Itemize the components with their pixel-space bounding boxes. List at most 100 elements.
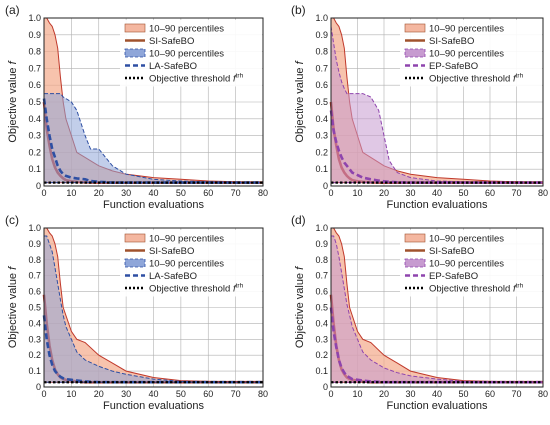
y-axis-label-symbol: f	[7, 60, 19, 64]
x-tick-label: 60	[203, 389, 213, 399]
y-tick-label: 0.3	[315, 334, 328, 344]
y-tick-label: 0.4	[28, 318, 41, 328]
y-tick-label: 0.4	[315, 114, 328, 124]
x-tick-label: 30	[121, 188, 131, 198]
legend-label: 10–90 percentiles	[149, 234, 224, 245]
y-tick-label: 0.8	[28, 255, 41, 265]
x-tick-label: 80	[258, 389, 268, 399]
x-tick-label: 60	[485, 389, 495, 399]
y-tick-label: 0.2	[315, 350, 328, 360]
x-tick-label: 20	[379, 389, 389, 399]
y-tick-label: 1.0	[28, 223, 41, 233]
legend-swatch-second-band	[404, 48, 426, 58]
legend-label: Objective threshold ftrh	[429, 73, 524, 85]
y-tick-label: 0.1	[28, 164, 41, 174]
x-tick-label: 70	[231, 389, 241, 399]
y-tick-label: 0.5	[28, 303, 41, 313]
legend-label: EP-SafeBO	[429, 271, 478, 282]
legend-swatch-second-band	[124, 258, 146, 268]
y-tick-label: 0.2	[28, 147, 41, 157]
plot-frame	[43, 17, 264, 187]
legend-label: 10–90 percentiles	[429, 49, 504, 60]
y-tick-label: 1.0	[315, 13, 328, 23]
y-tick-label: 0.3	[28, 334, 41, 344]
y-tick-label: 0.9	[28, 239, 41, 249]
y-tick-label: 0.4	[315, 318, 328, 328]
y-tick-label: 0.6	[28, 287, 41, 297]
y-tick-label: 0.8	[315, 47, 328, 57]
y-axis-label: Objective value f	[294, 60, 306, 142]
x-axis-label: Function evaluations	[103, 400, 204, 412]
x-tick-label: 80	[538, 389, 548, 399]
legend-swatch-second-band	[124, 48, 146, 58]
y-tick-label: 1.0	[28, 13, 41, 23]
x-tick-label: 30	[121, 389, 131, 399]
y-tick-label: 0.5	[315, 97, 328, 107]
legend-label: 10–90 percentiles	[429, 259, 504, 270]
legend-label: 10–90 percentiles	[429, 24, 504, 35]
x-tick-label: 50	[458, 389, 468, 399]
x-tick-label: 0	[41, 389, 46, 399]
y-axis-label: Objective value f	[294, 266, 306, 348]
y-tick-label: 0.2	[28, 350, 41, 360]
y-tick-label: 0.1	[28, 366, 41, 376]
y-tick-label: 0.2	[315, 147, 328, 157]
y-tick-label: 0.7	[315, 63, 328, 73]
y-tick-label: 0	[36, 382, 41, 392]
legend-label: Objective threshold ftrh	[149, 283, 244, 295]
x-tick-label: 80	[258, 188, 268, 198]
y-tick-label: 0.7	[28, 271, 41, 281]
x-axis-label: Function evaluations	[387, 400, 488, 412]
y-tick-label: 0.7	[315, 271, 328, 281]
legend-label: EP-SafeBO	[429, 61, 478, 72]
y-tick-label: 0.6	[28, 80, 41, 90]
y-tick-label: 0	[323, 181, 328, 191]
x-tick-label: 20	[379, 188, 389, 198]
legend-swatch-second-band	[404, 258, 426, 268]
plot-frame	[330, 17, 544, 187]
x-tick-label: 50	[176, 389, 186, 399]
x-axis-label: Function evaluations	[103, 199, 204, 211]
x-tick-label: 10	[66, 389, 76, 399]
legend-label: LA-SafeBO	[149, 61, 197, 72]
y-axis-label-text: Objective value	[294, 270, 306, 348]
x-tick-label: 60	[485, 188, 495, 198]
y-axis-label: Objective value f	[7, 266, 19, 348]
legend-swatch-si-band	[124, 23, 146, 33]
legend-label: 10–90 percentiles	[149, 49, 224, 60]
y-tick-label: 0.9	[315, 239, 328, 249]
y-tick-label: 1.0	[315, 223, 328, 233]
y-tick-label: 0.1	[315, 164, 328, 174]
panel-label: (a)	[5, 3, 20, 17]
x-tick-label: 30	[405, 188, 415, 198]
y-axis-label-text: Objective value	[7, 270, 19, 348]
legend-swatch-si-band	[404, 23, 426, 33]
y-axis-label-symbol: f	[294, 60, 306, 64]
x-tick-label: 70	[511, 188, 521, 198]
legend-swatch-si-band	[124, 233, 146, 243]
y-tick-label: 0.9	[28, 30, 41, 40]
legend-label: Objective threshold ftrh	[429, 283, 524, 295]
x-tick-label: 10	[352, 188, 362, 198]
y-tick-label: 0.9	[315, 30, 328, 40]
x-tick-label: 40	[148, 389, 158, 399]
y-tick-label: 0.7	[28, 63, 41, 73]
legend-label: SI-SafeBO	[149, 36, 194, 47]
x-tick-label: 50	[458, 188, 468, 198]
x-tick-label: 40	[432, 389, 442, 399]
x-tick-label: 60	[203, 188, 213, 198]
y-axis-label: Objective value f	[7, 60, 19, 142]
x-tick-label: 40	[432, 188, 442, 198]
legend-label: 10–90 percentiles	[149, 24, 224, 35]
y-tick-label: 0.8	[28, 47, 41, 57]
y-tick-label: 0	[323, 382, 328, 392]
chart-panel-c: (c) 0 10 20 30 40 50 60 70 80 0 0.1 0.2 0.3 0.4 0.5 0.6 0…	[5, 213, 268, 412]
x-tick-label: 30	[405, 389, 415, 399]
x-tick-label: 50	[176, 188, 186, 198]
y-tick-label: 0.1	[315, 366, 328, 376]
x-tick-label: 20	[94, 389, 104, 399]
x-tick-label: 70	[231, 188, 241, 198]
